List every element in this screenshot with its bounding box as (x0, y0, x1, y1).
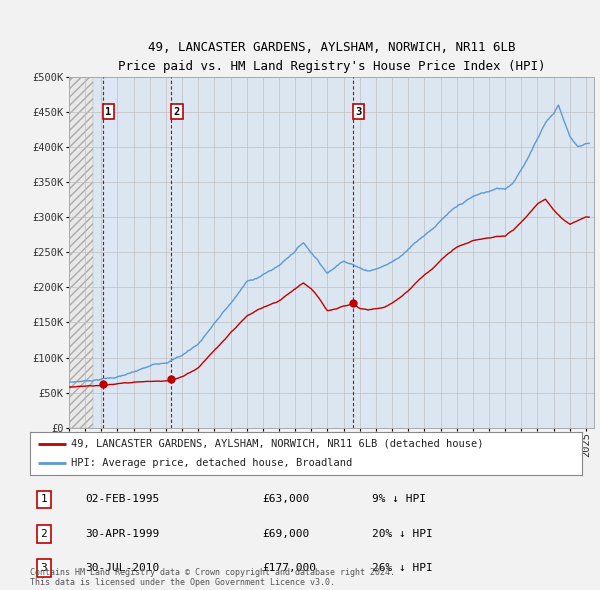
Bar (353, 77, 369, 428)
Text: Contains HM Land Registry data © Crown copyright and database right 2024.
This d: Contains HM Land Registry data © Crown c… (30, 568, 395, 587)
Text: HPI: Average price, detached house, Broadland: HPI: Average price, detached house, Broa… (71, 458, 353, 468)
Bar (171, 77, 187, 428)
Text: 1: 1 (105, 107, 112, 117)
Text: 2: 2 (173, 107, 180, 117)
Text: 20% ↓ HPI: 20% ↓ HPI (372, 529, 433, 539)
Text: 3: 3 (355, 107, 362, 117)
Text: 30-APR-1999: 30-APR-1999 (85, 529, 160, 539)
Text: 49, LANCASTER GARDENS, AYLSHAM, NORWICH, NR11 6LB (detached house): 49, LANCASTER GARDENS, AYLSHAM, NORWICH,… (71, 439, 484, 449)
Text: £69,000: £69,000 (262, 529, 309, 539)
Title: 49, LANCASTER GARDENS, AYLSHAM, NORWICH, NR11 6LB
Price paid vs. HM Land Registr: 49, LANCASTER GARDENS, AYLSHAM, NORWICH,… (118, 41, 545, 73)
Text: 02-FEB-1995: 02-FEB-1995 (85, 494, 160, 504)
Text: 2: 2 (40, 529, 47, 539)
Bar (69, 77, 93, 428)
Text: 26% ↓ HPI: 26% ↓ HPI (372, 563, 433, 573)
Text: 30-JUL-2010: 30-JUL-2010 (85, 563, 160, 573)
Text: £177,000: £177,000 (262, 563, 316, 573)
Text: 9% ↓ HPI: 9% ↓ HPI (372, 494, 426, 504)
Bar (103, 77, 119, 428)
Text: 3: 3 (40, 563, 47, 573)
Text: 1: 1 (40, 494, 47, 504)
Text: £63,000: £63,000 (262, 494, 309, 504)
